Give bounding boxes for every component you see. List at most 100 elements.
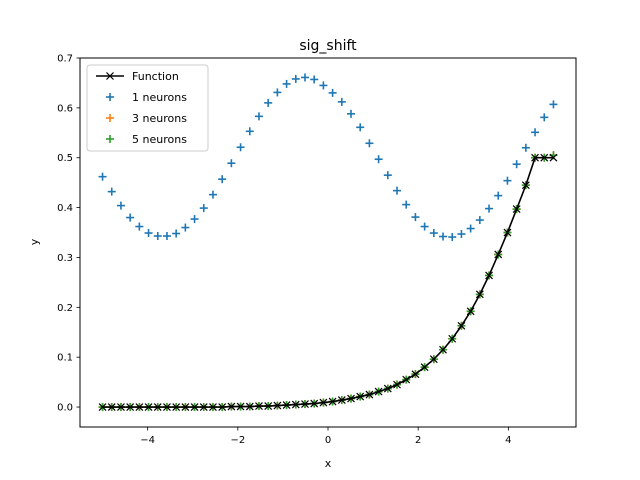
marker-x-b <box>291 400 300 409</box>
y-tick-label: 0.7 <box>57 54 73 65</box>
y-tick-label: 0.4 <box>57 203 73 214</box>
function-point <box>448 334 457 343</box>
marker-x-b <box>218 403 227 411</box>
marker-x-b <box>429 355 438 364</box>
marker-x-b <box>457 321 466 330</box>
data-point <box>494 191 503 200</box>
function-point <box>190 403 199 411</box>
data-point <box>208 190 217 199</box>
function-point <box>328 397 337 406</box>
function-point <box>494 250 503 259</box>
data-point <box>411 213 420 222</box>
function-point <box>264 402 273 410</box>
function-point <box>420 363 429 372</box>
data-point <box>531 128 540 137</box>
marker-x-b <box>512 205 521 214</box>
legend-label: 1 neurons <box>132 91 187 104</box>
marker-x-b <box>448 334 457 343</box>
function-point <box>273 401 282 410</box>
function-point <box>209 403 217 411</box>
marker-x-b <box>107 403 116 411</box>
data-point <box>162 232 171 241</box>
data-point <box>439 232 448 241</box>
legend: Function 1 neurons 3 neurons 5 neurons <box>86 64 209 152</box>
marker-x-b <box>383 384 392 393</box>
function-line <box>102 156 554 408</box>
data-point <box>172 229 181 238</box>
function-point <box>512 205 521 214</box>
function-point <box>521 181 530 190</box>
data-point <box>466 224 475 233</box>
x-axis-label: x <box>325 457 332 470</box>
data-point <box>420 222 429 231</box>
legend-entry: 3 neurons <box>106 112 187 125</box>
function-point <box>163 403 171 411</box>
marker-x-b <box>106 72 114 80</box>
function-point <box>393 380 401 389</box>
legend-entry: Function <box>96 70 179 83</box>
marker-x-b <box>347 394 355 403</box>
y-axis-label: y <box>28 238 41 245</box>
function-point <box>282 401 291 409</box>
marker-x-b <box>282 401 291 409</box>
marker-x-b <box>439 345 447 354</box>
function-point <box>374 387 383 396</box>
function-point <box>245 402 254 411</box>
data-point <box>254 112 263 121</box>
legend-marker <box>106 114 114 122</box>
marker-x-b <box>475 290 484 299</box>
data-point <box>512 160 521 169</box>
data-point <box>337 97 346 106</box>
function-point <box>199 403 208 411</box>
marker-x-b <box>466 307 475 316</box>
legend-entry: 1 neurons <box>106 91 187 104</box>
data-point <box>273 88 282 97</box>
x-tick-label: 2 <box>415 435 421 446</box>
marker-x-b <box>393 380 401 389</box>
marker-x-b <box>181 403 190 411</box>
data-point <box>264 98 273 107</box>
legend-box <box>86 64 209 152</box>
function-point <box>540 153 549 162</box>
data-point <box>199 204 208 213</box>
marker-x-b <box>190 403 199 411</box>
data-point <box>135 222 144 231</box>
function-point <box>319 398 328 407</box>
series-1-neurons <box>98 73 558 242</box>
series-function <box>98 153 558 411</box>
function-point <box>485 271 493 280</box>
data-point <box>402 200 411 209</box>
function-point <box>402 375 411 384</box>
function-point <box>429 355 438 364</box>
marker-x-b <box>236 402 245 411</box>
data-point <box>300 73 309 82</box>
function-point <box>255 402 263 410</box>
marker-x-b <box>98 403 107 411</box>
data-point <box>448 233 457 242</box>
function-point <box>227 402 236 411</box>
function-point <box>117 403 125 411</box>
data-point <box>190 215 199 224</box>
function-point <box>126 403 135 411</box>
marker-x-b <box>549 153 558 162</box>
data-point <box>328 88 337 97</box>
series-layer <box>98 73 558 412</box>
data-point <box>236 143 245 152</box>
data-point <box>310 75 319 84</box>
data-point <box>319 81 328 90</box>
y-tick-label: 0.5 <box>57 153 73 164</box>
x-tick-label: 0 <box>325 435 331 446</box>
marker-x-b <box>328 397 337 406</box>
marker-x-b <box>255 402 263 410</box>
data-point <box>503 176 512 185</box>
data-point <box>540 113 549 122</box>
y-tick-label: 0.1 <box>57 353 73 364</box>
function-point <box>411 370 420 379</box>
function-point <box>356 392 365 401</box>
marker-x-b <box>172 403 181 411</box>
data-point <box>383 171 392 180</box>
y-tick-label: 0.3 <box>57 253 73 264</box>
marker-x-b <box>503 228 512 237</box>
marker-x-b <box>245 402 254 411</box>
function-point <box>153 403 162 411</box>
